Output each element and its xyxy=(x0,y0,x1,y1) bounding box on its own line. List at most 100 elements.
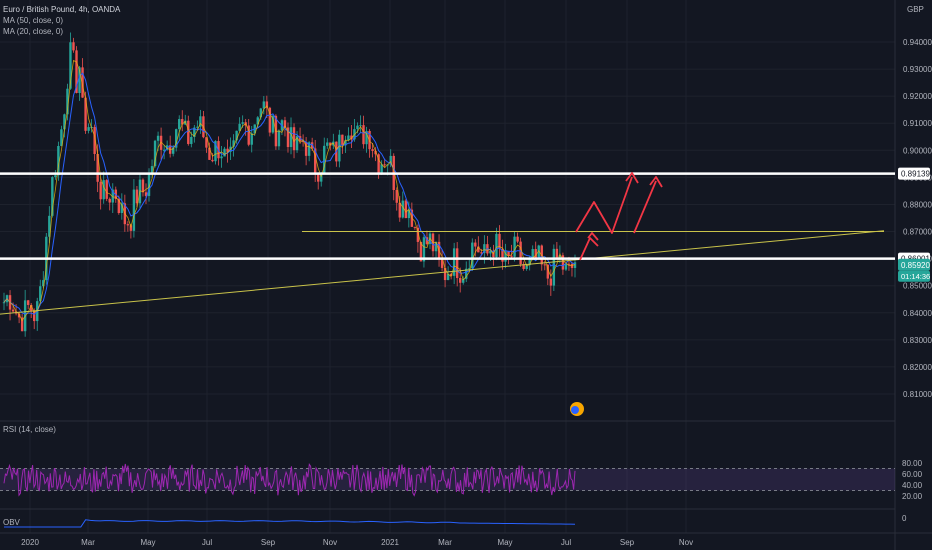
candle-body xyxy=(63,114,66,130)
candle-body xyxy=(489,250,492,254)
candle-body xyxy=(510,255,513,257)
time-tick-label: Mar xyxy=(438,538,452,547)
candle-body xyxy=(135,189,139,204)
candle-body xyxy=(33,310,36,322)
candle-body xyxy=(362,125,365,145)
candle-body xyxy=(434,241,438,252)
candle-body xyxy=(398,202,401,218)
price-tick-label: 0.85000 xyxy=(903,282,932,291)
price-tick-label: 0.93000 xyxy=(903,65,932,74)
candle-body xyxy=(205,137,208,148)
price-tick-label: 0.94000 xyxy=(903,38,932,47)
candle-body xyxy=(419,241,423,262)
obv-legend[interactable]: OBV xyxy=(3,518,21,527)
candle-body xyxy=(395,189,398,203)
symbol-title[interactable]: Euro / British Pound, 4h, OANDA xyxy=(3,5,121,14)
candle-body xyxy=(495,233,498,257)
obv-line xyxy=(4,519,576,528)
ma50-legend[interactable]: MA (50, close, 0) xyxy=(3,16,63,25)
candle-body xyxy=(184,120,187,125)
projection-arrows[interactable] xyxy=(575,172,663,261)
candle-body xyxy=(422,237,426,262)
candle-body xyxy=(84,97,87,131)
candle-body xyxy=(96,153,99,182)
candle-body xyxy=(443,267,447,281)
candle-body xyxy=(241,122,244,124)
candle-body xyxy=(449,273,453,276)
arrow-head-1[interactable] xyxy=(587,232,599,241)
candle-body xyxy=(208,147,211,160)
time-axis[interactable]: 2020 Mar May Jul Sep Nov 2021 Mar May Jul Sep Nov xyxy=(21,538,693,547)
price-tick-label: 0.90000 xyxy=(903,146,932,155)
countdown-text: 01:14:36 xyxy=(901,272,930,281)
candle-body xyxy=(99,181,102,200)
time-tick-label: Sep xyxy=(261,538,276,547)
candle-body xyxy=(147,173,151,196)
candle-body xyxy=(377,154,380,174)
candle-body xyxy=(120,203,124,214)
candle-body xyxy=(552,248,556,286)
candle-body xyxy=(543,264,546,266)
candle-body xyxy=(26,300,30,305)
candle-body xyxy=(57,145,60,176)
candle-body xyxy=(455,248,459,279)
candle-body xyxy=(259,108,262,118)
candle-body xyxy=(546,264,550,279)
candle-body xyxy=(341,134,344,146)
candle-body xyxy=(190,136,193,144)
candle-body xyxy=(477,246,480,253)
price-tick-label: 0.83000 xyxy=(903,336,932,345)
arrow-head-3[interactable] xyxy=(649,176,663,188)
candle-body xyxy=(277,130,281,147)
candle-body xyxy=(199,116,202,127)
candle-body xyxy=(462,278,465,283)
candle-body xyxy=(29,304,33,311)
candle-body xyxy=(78,67,81,94)
candle-body xyxy=(81,67,84,98)
candle-body xyxy=(407,209,411,219)
candle-body xyxy=(54,175,57,178)
candle-body xyxy=(292,127,296,151)
candle-body xyxy=(404,200,408,219)
arrow-path-2[interactable] xyxy=(575,176,633,234)
tradingview-badge-icon[interactable] xyxy=(570,402,584,416)
ma20-legend[interactable]: MA (20, close, 0) xyxy=(3,27,63,36)
candle-body xyxy=(232,140,235,147)
ascending-trendline[interactable] xyxy=(0,230,885,315)
price-tick-label: 0.84000 xyxy=(903,309,932,318)
time-tick-label: Jul xyxy=(202,538,212,547)
candle-body xyxy=(558,255,562,258)
ma20-line xyxy=(3,59,576,322)
candle-body xyxy=(380,164,383,174)
candle-body xyxy=(75,50,78,94)
rsi-legend[interactable]: RSI (14, close) xyxy=(3,425,56,434)
candle-body xyxy=(153,140,157,167)
candle-body xyxy=(226,148,229,152)
arrow-path-1[interactable] xyxy=(579,237,599,261)
candle-body xyxy=(108,198,111,203)
candle-body xyxy=(347,135,350,141)
candle-body xyxy=(48,215,51,237)
rsi-tick-label: 20.00 xyxy=(902,492,923,501)
arrow-head-2[interactable] xyxy=(625,172,639,184)
candle-body xyxy=(501,248,504,262)
candle-body xyxy=(329,142,332,146)
candle-body xyxy=(555,248,559,258)
candle-body xyxy=(519,241,522,265)
candle-body xyxy=(504,251,507,262)
candle-body xyxy=(132,189,136,231)
arrow-path-3[interactable] xyxy=(633,180,657,234)
candle-body xyxy=(301,141,305,143)
price-tick-label: 0.81000 xyxy=(903,390,932,399)
time-tick-label: Sep xyxy=(620,538,635,547)
candle-body xyxy=(60,129,63,146)
candle-body xyxy=(534,249,537,258)
candle-body xyxy=(513,236,516,257)
candle-body xyxy=(69,42,72,89)
candle-body xyxy=(256,117,259,125)
candle-body xyxy=(516,236,519,242)
candle-body xyxy=(350,135,353,140)
candle-body xyxy=(11,309,15,312)
candle-body xyxy=(286,127,290,148)
